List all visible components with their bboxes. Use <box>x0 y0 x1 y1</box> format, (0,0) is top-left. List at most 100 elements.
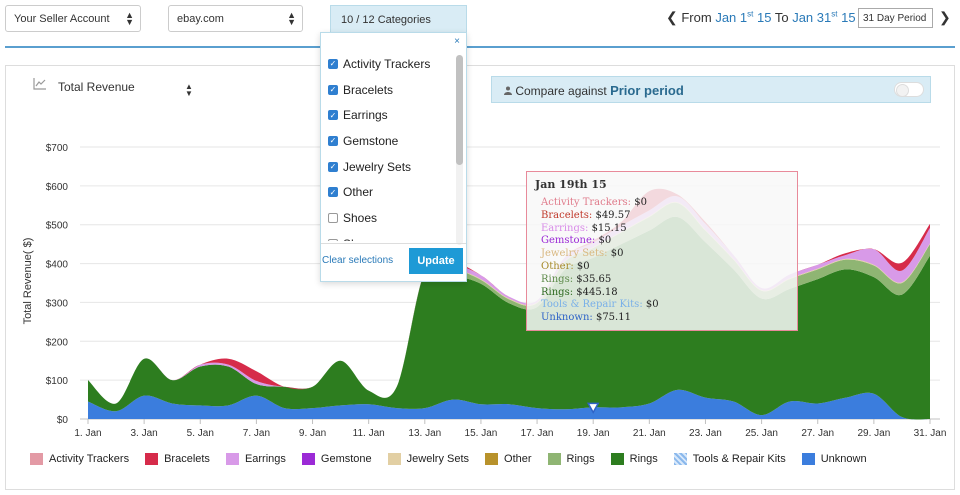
tooltip-series-name: Other <box>541 260 571 272</box>
legend-label: Unknown <box>820 453 867 465</box>
legend-item[interactable]: Earrings <box>225 453 286 465</box>
tooltip-series-name: Gemstone <box>541 235 592 247</box>
period-button[interactable]: 31 Day Period <box>858 8 933 28</box>
chevron-updown-icon[interactable]: ▲ ▼ <box>185 82 193 98</box>
tooltip-row: Unknown: $75.11 <box>541 312 631 324</box>
metric-select[interactable]: Total Revenue <box>36 80 135 94</box>
chevron-right-icon[interactable]: ❯ <box>939 9 951 25</box>
legend-swatch <box>801 453 815 465</box>
categories-button[interactable]: 10 / 12 Categories <box>330 5 467 33</box>
legend-label: Bracelets <box>164 453 210 465</box>
site-select[interactable]: ebay.com ▲ ▼ <box>168 5 303 32</box>
y-tick-label: $700 <box>46 143 69 154</box>
from-date[interactable]: Jan 1st 15 <box>715 9 772 25</box>
category-item[interactable]: ✓ Other <box>321 179 456 205</box>
checkbox-checked-icon[interactable]: ✓ <box>328 161 338 172</box>
legend-swatch <box>225 453 239 465</box>
category-label: Activity Trackers <box>343 56 431 71</box>
category-scrollbar[interactable] <box>456 55 463 245</box>
legend-item[interactable]: Jewelry Sets <box>387 453 470 465</box>
category-item[interactable]: ✓ Jewelry Sets <box>321 154 456 180</box>
legend-item[interactable]: Activity Trackers <box>30 453 129 465</box>
y-tick-label: $500 <box>46 221 69 232</box>
category-item[interactable]: ✓ Activity Trackers <box>321 51 456 77</box>
chart-tooltip: Jan 19th 15 Activity Trackers: $0 Bracele… <box>526 171 798 331</box>
tooltip-series-value: $0 <box>598 235 612 247</box>
category-item[interactable]: ✓ Earrings <box>321 102 456 128</box>
divider <box>321 243 466 244</box>
to-date[interactable]: Jan 31st 15 <box>792 9 856 25</box>
checkbox-checked-icon[interactable]: ✓ <box>328 187 338 198</box>
legend-swatch <box>387 453 401 465</box>
category-item[interactable]: ✓ Bracelets <box>321 77 456 103</box>
legend-swatch <box>301 453 315 465</box>
update-button[interactable]: Update <box>409 248 463 274</box>
tooltip-series-name: Activity Trackers <box>541 197 628 208</box>
legend-item[interactable]: Rings <box>610 453 658 465</box>
checkbox-checked-icon[interactable]: ✓ <box>328 135 338 146</box>
x-tick-label: 13. Jan <box>408 428 441 439</box>
y-tick-label: $600 <box>46 182 69 193</box>
legend-item[interactable]: Tools & Repair Kits <box>673 453 786 465</box>
category-label: Other <box>343 185 374 200</box>
legend-label: Tools & Repair Kits <box>692 453 786 465</box>
tooltip-row: Rings: $35.65 <box>541 273 612 285</box>
category-label: Jewelry Sets <box>343 159 412 174</box>
account-select[interactable]: Your Seller Account ▲ ▼ <box>5 5 141 32</box>
tooltip-series-name: Jewelry Sets <box>541 248 605 260</box>
legend-label: Rings <box>566 453 595 465</box>
chevron-left-icon[interactable]: ❮ <box>666 9 678 25</box>
tooltip-series-value: $75.11 <box>595 312 631 324</box>
tooltip-series-value: $445.18 <box>576 286 618 298</box>
compare-period: Prior period <box>610 83 684 98</box>
close-icon[interactable]: × <box>454 36 460 47</box>
y-tick-label: $100 <box>46 376 69 387</box>
legend-item[interactable]: Gemstone <box>301 453 372 465</box>
category-item[interactable]: ✓ Gemstone <box>321 128 456 154</box>
legend-label: Other <box>504 453 532 465</box>
tooltip-series-name: Bracelets <box>541 209 589 221</box>
category-label: Shoes <box>343 210 378 225</box>
tooltip-title: Jan 19th 15 <box>535 178 607 191</box>
legend-swatch <box>547 453 561 465</box>
category-item[interactable]: Sh... <box>321 231 456 241</box>
category-list: ✓ Activity Trackers ✓ Bracelets ✓ Earrings ✓ Ge… <box>321 51 456 241</box>
legend-item[interactable]: Bracelets <box>145 453 210 465</box>
tooltip-row: Earrings: $15.15 <box>541 222 627 234</box>
legend-swatch <box>145 453 159 465</box>
legend-label: Jewelry Sets <box>406 453 470 465</box>
legend-item[interactable]: Unknown <box>801 453 867 465</box>
checkbox-checked-icon[interactable]: ✓ <box>328 110 338 121</box>
y-tick-label: $0 <box>57 415 69 426</box>
categories-dropdown: × ✓ Activity Trackers ✓ Bracelets ✓ Earrings ✓… <box>320 32 467 282</box>
site-select-value: ebay.com <box>177 13 224 25</box>
y-axis-title: Total Revenue( $) <box>22 237 34 325</box>
x-tick-label: 25. Jan <box>745 428 778 439</box>
tooltip-series-name: Tools & Repair Kits <box>541 299 640 311</box>
checkbox-icon[interactable] <box>328 212 338 223</box>
compare-bar: Compare against Prior period <box>491 76 931 103</box>
categories-button-label: 10 / 12 Categories <box>341 14 431 26</box>
tooltip-row: Activity Trackers: $0 <box>541 197 647 208</box>
chart-legend: Activity Trackers Bracelets Earrings Gemsto… <box>30 451 940 467</box>
y-tick-label: $200 <box>46 337 69 348</box>
x-tick-label: 21. Jan <box>633 428 666 439</box>
category-label: Earrings <box>343 108 388 123</box>
checkbox-checked-icon[interactable]: ✓ <box>328 84 338 95</box>
checkbox-icon[interactable] <box>328 238 338 241</box>
compare-toggle[interactable] <box>894 82 924 97</box>
compare-prefix: Compare against <box>515 84 607 98</box>
date-range: ❮ From Jan 1st 15 To Jan 31st 15 <box>666 9 856 26</box>
tooltip-series-value: $15.15 <box>591 222 627 234</box>
tooltip-series-value: $35.65 <box>576 273 612 285</box>
legend-swatch <box>485 453 499 465</box>
scroll-thumb[interactable] <box>456 55 463 165</box>
category-item[interactable]: Shoes <box>321 205 456 231</box>
checkbox-checked-icon[interactable]: ✓ <box>328 58 338 69</box>
tooltip-series-name: Unknown <box>541 312 590 324</box>
legend-label: Rings <box>629 453 658 465</box>
legend-item[interactable]: Other <box>485 453 532 465</box>
legend-item[interactable]: Rings <box>547 453 595 465</box>
clear-selections-link[interactable]: Clear selections <box>322 255 394 266</box>
